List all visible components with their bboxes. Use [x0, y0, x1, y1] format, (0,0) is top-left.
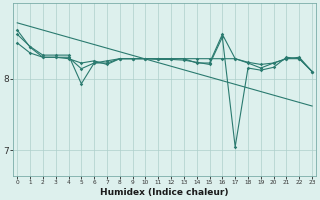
X-axis label: Humidex (Indice chaleur): Humidex (Indice chaleur)	[100, 188, 229, 197]
